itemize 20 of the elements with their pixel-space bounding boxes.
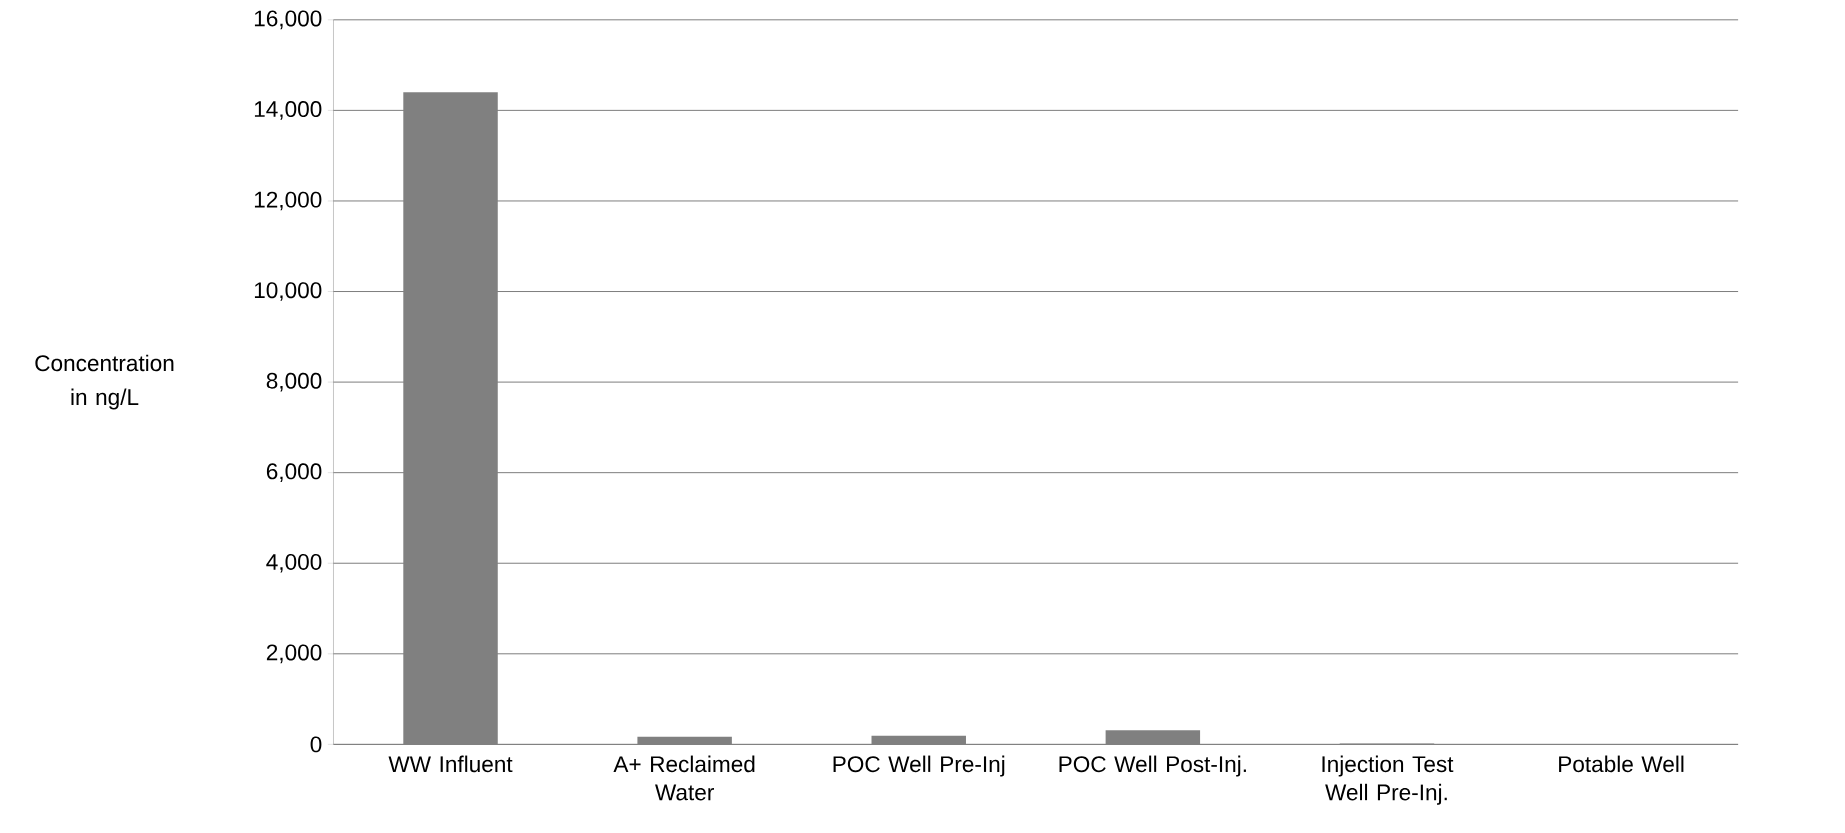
bar [403, 92, 498, 745]
y-tick-label: 8,000 [266, 372, 322, 392]
bar [871, 735, 966, 745]
x-tick-label: Potable Well [1559, 755, 1684, 773]
y-tick-label: 2,000 [266, 644, 322, 664]
x-tick-label: WW Influent [388, 755, 513, 773]
x-tick-label: POC Well Pre-Inj [833, 755, 1005, 777]
y-tick-label: 10,000 [254, 282, 322, 301]
x-tick-label: Injection Test Well Pre-Inj. [1322, 755, 1454, 805]
y-tick-label: 0 [310, 736, 322, 753]
y-tick-label: 4,000 [266, 553, 322, 573]
x-tick-label: A+ Reclaimed Water [613, 755, 755, 801]
bar [1105, 730, 1201, 745]
y-tick-label: 16,000 [254, 10, 322, 30]
y-axis-title: Concentration in ng/L [35, 354, 174, 410]
y-tick-label: 14,000 [254, 100, 322, 120]
bar [637, 736, 732, 745]
y-tick-label: 12,000 [254, 191, 322, 211]
x-tick-label: POC Well Post-Inj. [1059, 755, 1246, 777]
y-tick-label: 6,000 [266, 463, 322, 482]
